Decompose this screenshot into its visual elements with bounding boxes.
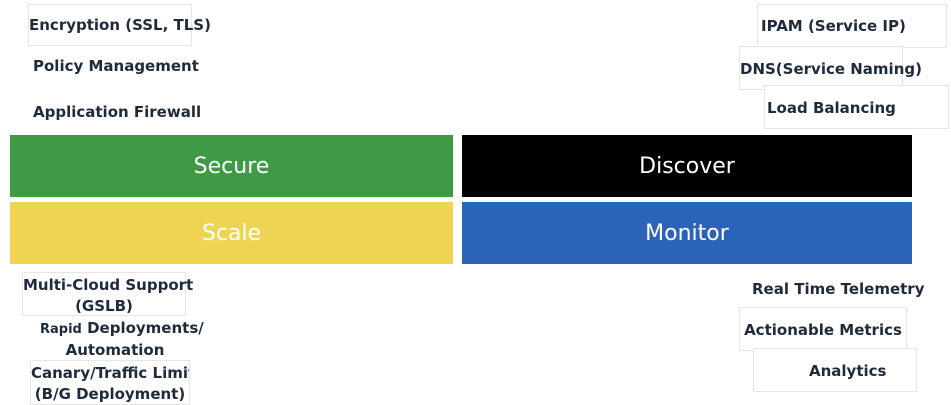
- feature-real-time-telemetry-label: Real Time Telemetry: [752, 280, 925, 298]
- feature-encryption: Encryption (SSL, TLS): [28, 4, 211, 46]
- monitor-block: Monitor: [462, 202, 912, 264]
- feature-policy-management-label: Policy Management: [33, 57, 199, 75]
- feature-dns: DNS(Service Naming): [739, 46, 922, 90]
- feature-rapid-prefix: Rapid: [40, 322, 82, 337]
- secure-block: Secure: [10, 135, 453, 197]
- feature-multicloud: Multi-Cloud Support (GSLB): [22, 272, 194, 316]
- feature-actionable-metrics: Actionable Metrics: [739, 307, 907, 351]
- discover-block: Discover: [462, 135, 912, 197]
- monitor-block-label: Monitor: [645, 220, 729, 246]
- feature-dns-label: DNS(Service Naming): [740, 60, 922, 78]
- feature-policy-management: Policy Management: [33, 56, 199, 77]
- feature-encryption-label: Encryption (SSL, TLS): [29, 16, 211, 34]
- feature-ipam: IPAM (Service IP): [757, 4, 947, 48]
- scale-block: Scale: [10, 202, 453, 264]
- feature-multicloud-line1: Multi-Cloud Support: [23, 276, 194, 294]
- feature-real-time-telemetry: Real Time Telemetry: [752, 279, 925, 300]
- feature-load-balancing: Load Balancing: [764, 85, 949, 129]
- feature-application-firewall-label: Application Firewall: [33, 103, 202, 121]
- feature-actionable-metrics-label: Actionable Metrics: [744, 321, 902, 339]
- feature-canary: Canary/Traffic Limit (B/G Deployment): [30, 360, 190, 405]
- discover-block-label: Discover: [639, 153, 735, 179]
- feature-rapid-deployments: Rapid Deployments/ Automation: [40, 318, 204, 361]
- feature-canary-line1: Canary/Traffic Limit: [31, 364, 190, 382]
- feature-rapid-line1: Deployments/: [87, 319, 204, 337]
- feature-ipam-label: IPAM (Service IP): [761, 17, 906, 35]
- feature-analytics: Analytics: [753, 348, 917, 392]
- feature-canary-line2: (B/G Deployment): [34, 385, 186, 403]
- scale-block-label: Scale: [201, 220, 262, 246]
- feature-multicloud-line2: (GSLB): [75, 297, 133, 315]
- secure-block-label: Secure: [193, 153, 270, 179]
- feature-rapid-line2: Automation: [65, 341, 165, 359]
- feature-load-balancing-label: Load Balancing: [767, 99, 896, 117]
- feature-analytics-label: Analytics: [809, 362, 887, 380]
- feature-application-firewall: Application Firewall: [33, 102, 201, 123]
